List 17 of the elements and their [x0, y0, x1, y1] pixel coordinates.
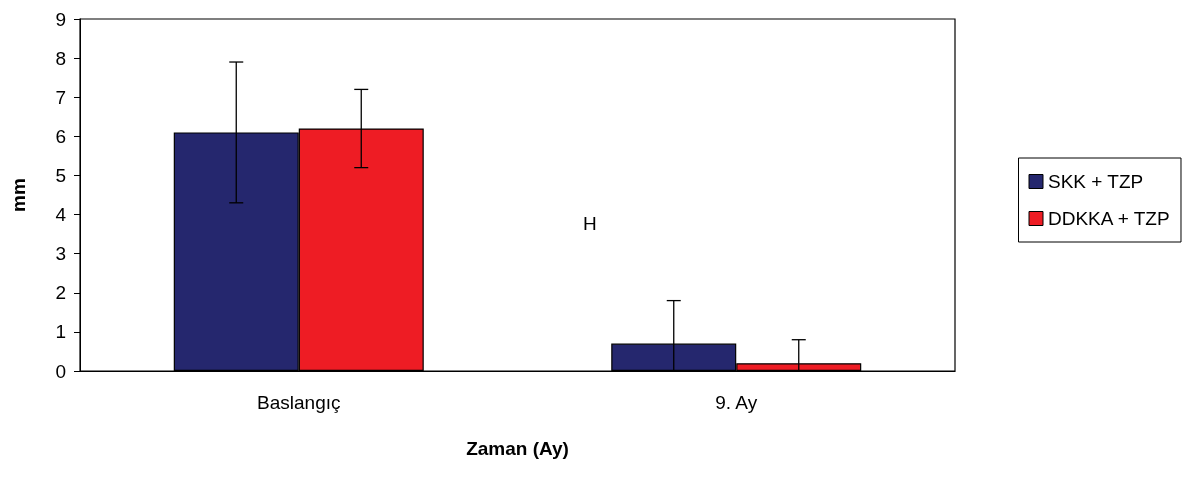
y-tick-label: 3	[55, 243, 66, 265]
y-tick-label: 6	[55, 125, 66, 147]
x-axis-title: Zaman (Ay)	[466, 438, 569, 459]
y-tick-label: 4	[55, 204, 67, 226]
y-tick-label: 5	[55, 164, 66, 186]
y-tick-label: 8	[55, 47, 66, 69]
legend-label: DDKKA + TZP	[1048, 208, 1170, 229]
y-tick-label: 9	[55, 8, 66, 30]
y-tick-label: 2	[55, 282, 66, 304]
annotation: H	[583, 213, 597, 234]
x-tick-label: Baslangıç	[257, 392, 341, 413]
y-axis-title: mm	[8, 178, 29, 212]
y-tick-label: 1	[55, 321, 66, 343]
x-tick-label: 9. Ay	[715, 392, 758, 413]
legend-label: SKK + TZP	[1048, 171, 1144, 192]
y-tick-label: 0	[55, 360, 66, 382]
y-tick-label: 7	[55, 86, 66, 108]
